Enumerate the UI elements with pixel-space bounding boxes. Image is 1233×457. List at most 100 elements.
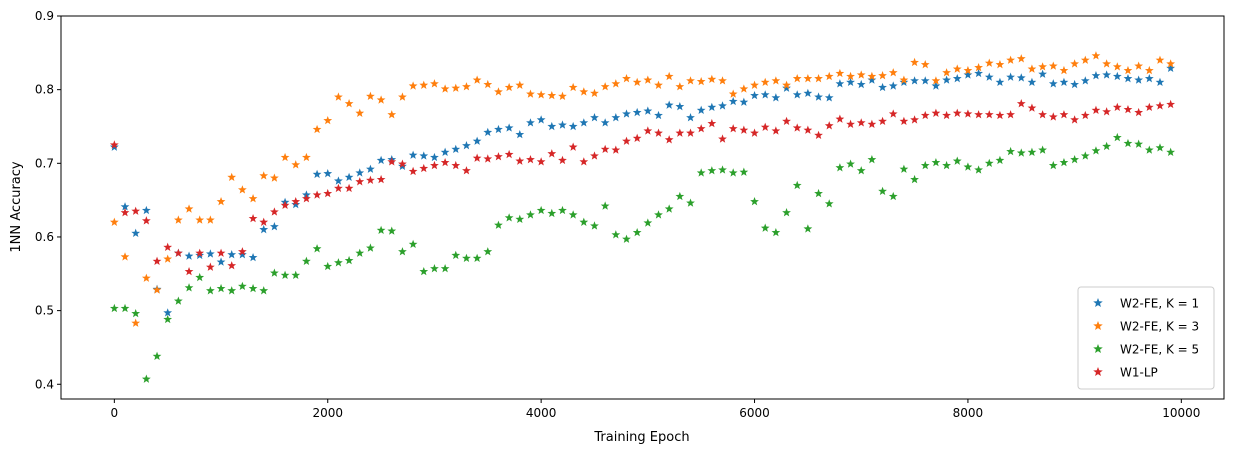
data-point bbox=[376, 174, 386, 184]
data-point bbox=[675, 191, 685, 201]
data-point bbox=[888, 68, 898, 77]
data-point bbox=[515, 214, 525, 224]
data-point bbox=[888, 81, 898, 90]
data-point bbox=[760, 122, 770, 131]
data-point bbox=[1080, 55, 1090, 64]
data-point bbox=[355, 248, 365, 257]
data-point bbox=[173, 296, 183, 305]
data-point bbox=[739, 167, 749, 176]
data-point bbox=[686, 128, 695, 137]
data-point bbox=[526, 118, 535, 127]
data-point bbox=[238, 185, 247, 194]
data-point bbox=[1112, 71, 1122, 81]
data-point bbox=[782, 208, 791, 217]
data-point bbox=[1027, 77, 1037, 87]
data-point bbox=[622, 74, 631, 83]
data-point bbox=[408, 166, 418, 176]
data-point bbox=[632, 107, 642, 117]
x-axis-label: Training Epoch bbox=[593, 430, 689, 445]
data-point bbox=[1102, 59, 1112, 68]
x-tick-label: 4000 bbox=[526, 406, 557, 420]
y-tick-label: 0.8 bbox=[35, 83, 54, 97]
data-point bbox=[1080, 110, 1090, 120]
data-point bbox=[131, 308, 141, 318]
data-point bbox=[184, 204, 194, 213]
data-point bbox=[472, 75, 482, 84]
data-point bbox=[280, 200, 290, 210]
data-point bbox=[974, 165, 983, 174]
data-point bbox=[792, 74, 802, 83]
y-tick-label: 0.6 bbox=[35, 230, 54, 244]
data-point bbox=[1080, 76, 1090, 85]
data-point bbox=[1091, 71, 1101, 80]
data-point bbox=[302, 152, 311, 162]
data-point bbox=[1134, 107, 1144, 117]
data-point bbox=[664, 100, 674, 109]
data-point bbox=[686, 76, 695, 85]
data-point bbox=[536, 115, 546, 124]
data-point bbox=[494, 124, 503, 134]
data-point bbox=[109, 140, 119, 149]
data-point bbox=[718, 101, 727, 110]
data-point bbox=[1123, 138, 1133, 148]
data-point bbox=[472, 153, 482, 162]
data-point bbox=[739, 125, 749, 134]
data-point bbox=[1016, 54, 1026, 63]
y-tick-label: 0.7 bbox=[35, 156, 54, 170]
data-point bbox=[856, 118, 866, 127]
data-point bbox=[355, 177, 365, 186]
data-point bbox=[163, 242, 173, 251]
series-3 bbox=[109, 132, 1176, 383]
data-point bbox=[856, 166, 866, 175]
data-point bbox=[675, 82, 685, 91]
data-point bbox=[152, 256, 162, 265]
data-point bbox=[632, 77, 642, 87]
data-point bbox=[376, 225, 386, 235]
data-point bbox=[771, 93, 781, 102]
data-point bbox=[558, 120, 567, 129]
data-point bbox=[387, 226, 397, 235]
data-point bbox=[707, 102, 717, 112]
data-point bbox=[824, 199, 834, 208]
data-point bbox=[707, 74, 717, 84]
data-point bbox=[910, 76, 919, 85]
data-point bbox=[526, 89, 535, 98]
legend-box bbox=[1077, 286, 1215, 390]
data-point bbox=[462, 253, 471, 263]
data-point bbox=[1016, 99, 1026, 108]
data-point bbox=[323, 169, 333, 178]
data-point bbox=[942, 75, 951, 84]
data-point bbox=[494, 152, 503, 161]
data-point bbox=[259, 286, 269, 295]
data-point bbox=[536, 157, 546, 166]
data-point bbox=[920, 160, 930, 170]
data-point bbox=[654, 210, 663, 219]
data-point bbox=[611, 145, 621, 154]
data-point bbox=[451, 144, 461, 154]
data-point bbox=[1134, 61, 1144, 70]
data-point bbox=[312, 190, 322, 199]
data-point bbox=[462, 82, 471, 91]
plot-frame bbox=[60, 15, 1225, 400]
data-point bbox=[814, 130, 823, 140]
data-point bbox=[483, 79, 493, 89]
data-point bbox=[579, 157, 589, 166]
data-point bbox=[355, 168, 365, 177]
data-point bbox=[1059, 65, 1069, 75]
data-point bbox=[216, 283, 226, 293]
data-point bbox=[1123, 65, 1133, 75]
data-point bbox=[846, 77, 855, 87]
data-point bbox=[1144, 74, 1154, 83]
data-point bbox=[366, 243, 375, 252]
data-point bbox=[739, 97, 749, 106]
data-point bbox=[931, 157, 941, 167]
data-point bbox=[366, 175, 375, 184]
data-point bbox=[846, 119, 855, 128]
data-point bbox=[1166, 147, 1176, 156]
data-point bbox=[184, 251, 194, 260]
data-point bbox=[302, 194, 311, 203]
data-point bbox=[952, 64, 962, 73]
data-point bbox=[995, 155, 1005, 165]
data-point bbox=[291, 160, 301, 169]
